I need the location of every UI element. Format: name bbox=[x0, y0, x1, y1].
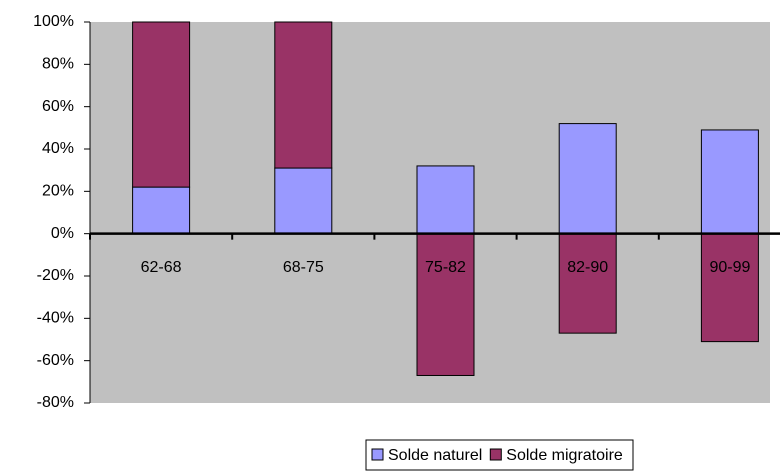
y-tick-label: 0% bbox=[51, 225, 74, 242]
bar bbox=[558, 123, 617, 235]
legend-swatch bbox=[489, 448, 502, 461]
legend-label: Solde migratoire bbox=[506, 447, 623, 464]
bar bbox=[132, 186, 191, 235]
x-tick-label: 68-75 bbox=[283, 259, 324, 276]
y-tick-label: -60% bbox=[37, 352, 74, 369]
bar bbox=[416, 233, 475, 376]
x-tick-label: 90-99 bbox=[709, 259, 750, 276]
legend-swatch bbox=[371, 448, 384, 461]
bar bbox=[558, 233, 617, 334]
y-tick-label: -80% bbox=[37, 394, 74, 411]
bar bbox=[700, 233, 759, 343]
y-tick-label: 100% bbox=[33, 13, 74, 30]
y-tick-label: -20% bbox=[37, 267, 74, 284]
bar bbox=[132, 21, 191, 188]
bar bbox=[700, 129, 759, 235]
bar bbox=[416, 165, 475, 235]
y-tick-label: -40% bbox=[37, 310, 74, 327]
x-tick-label: 82-90 bbox=[567, 259, 608, 276]
x-tick-label: 62-68 bbox=[141, 259, 182, 276]
y-tick-label: 40% bbox=[42, 140, 74, 157]
bar bbox=[274, 21, 333, 169]
legend-label: Solde naturel bbox=[388, 447, 482, 464]
x-tick-label: 75-82 bbox=[425, 259, 466, 276]
y-tick-label: 60% bbox=[42, 98, 74, 115]
y-tick-label: 20% bbox=[42, 183, 74, 200]
bar bbox=[274, 167, 333, 235]
y-tick-label: 80% bbox=[42, 56, 74, 73]
